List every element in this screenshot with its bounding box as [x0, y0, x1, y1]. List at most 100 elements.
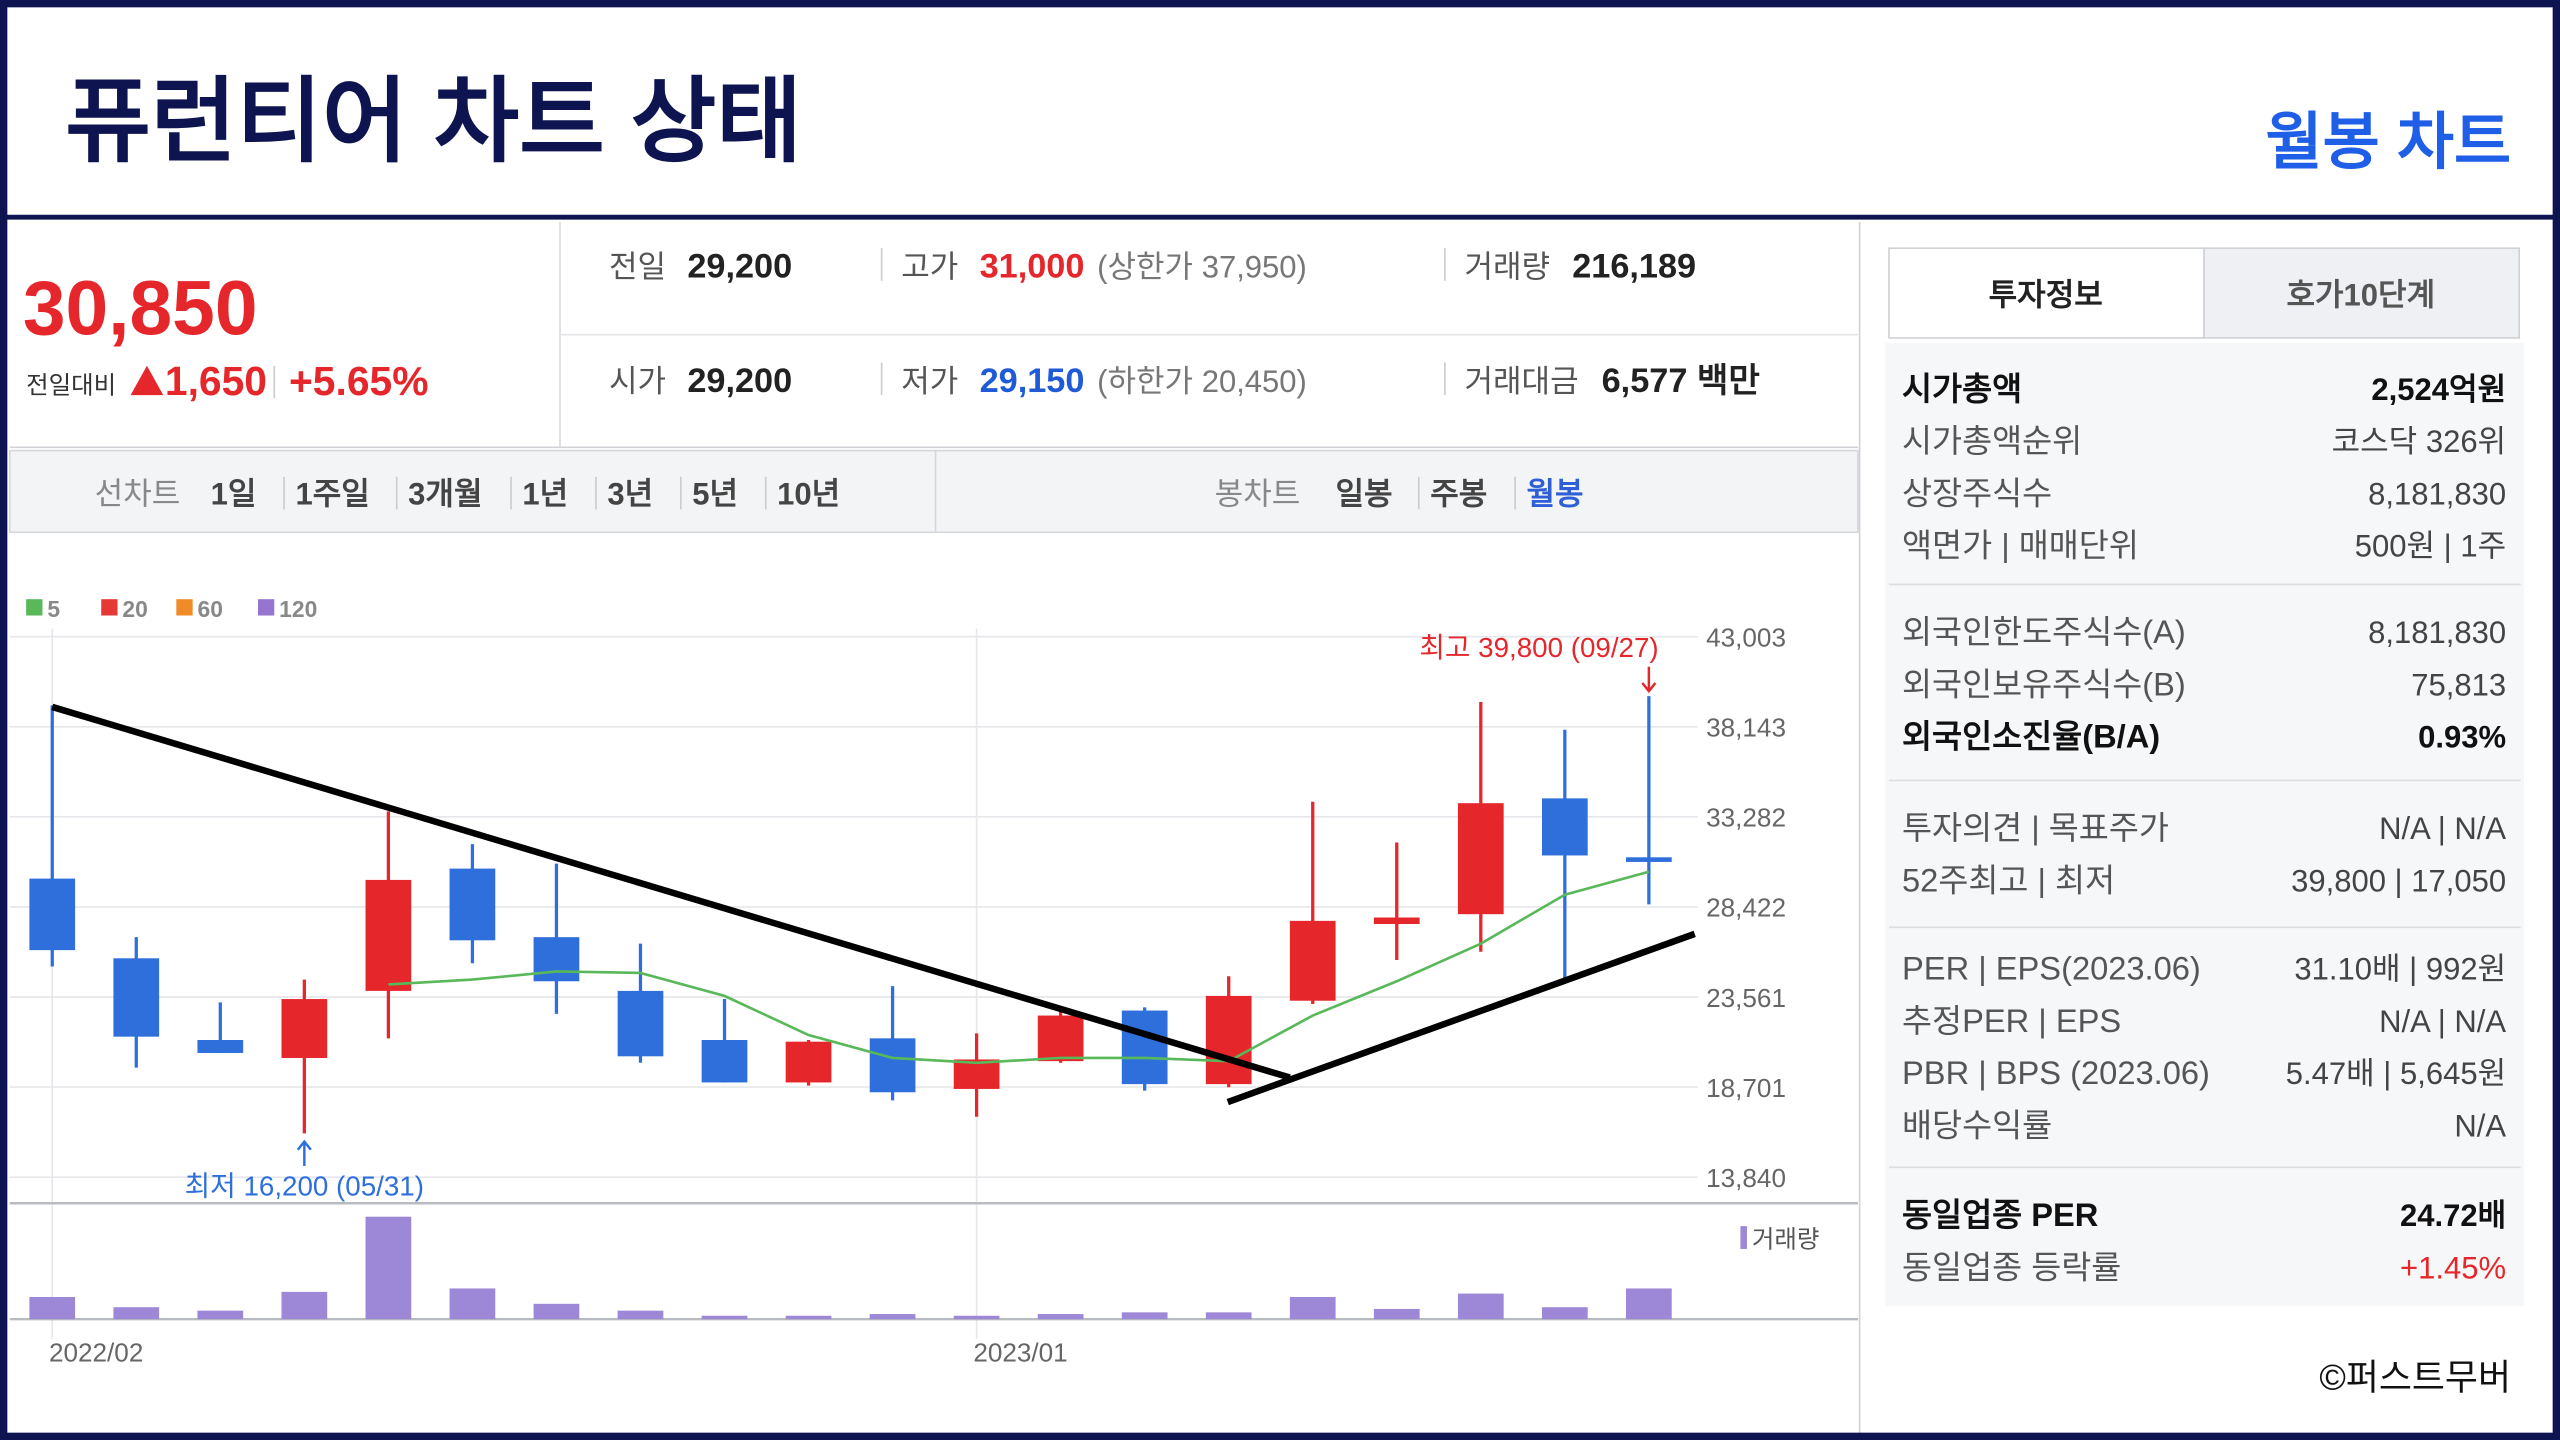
- info-background: [1885, 342, 2525, 1307]
- y-tick-label: 33,282: [1706, 803, 1786, 833]
- max-annotation: 최고 39,800 (09/27): [1419, 632, 1658, 663]
- period-tab[interactable]: 1년: [522, 476, 568, 511]
- info-value: +1.45%: [2400, 1250, 2506, 1285]
- field-value: 216,189: [1572, 248, 1696, 286]
- field-value: 31,000: [980, 248, 1085, 286]
- legend-swatch: [101, 599, 118, 616]
- period-tab[interactable]: 1주일: [296, 476, 370, 511]
- field-value: 29,150: [980, 362, 1085, 400]
- info-value: N/A: [2454, 1108, 2506, 1143]
- legend-swatch: [26, 599, 43, 616]
- volume-bar: [785, 1315, 832, 1320]
- candle-body: [113, 958, 160, 1037]
- y-tick-label: 23,561: [1706, 983, 1786, 1013]
- info-label: 배당수익률: [1902, 1106, 2052, 1143]
- legend-label: 60: [198, 596, 223, 622]
- info-tab-label: 호가10단계: [2286, 277, 2435, 312]
- field-label: 저가: [901, 364, 958, 399]
- info-value: 24.72배: [2400, 1198, 2506, 1233]
- info-value: 5.47배 | 5,645원: [2286, 1056, 2506, 1091]
- field-value: 29,200: [687, 248, 792, 286]
- y-tick-label: 28,422: [1706, 893, 1786, 923]
- field-note: (하한가 20,450): [1097, 364, 1307, 399]
- candle-body: [1205, 995, 1252, 1085]
- candle-body: [953, 1059, 1000, 1089]
- info-label: 시가총액순위: [1902, 422, 2082, 459]
- period-tab[interactable]: 5년: [692, 476, 738, 511]
- period-tab[interactable]: 3개월: [408, 476, 482, 511]
- volume-bar: [617, 1310, 664, 1320]
- volume-bar: [29, 1296, 76, 1320]
- price: 30,850: [23, 267, 258, 352]
- info-value: 0.93%: [2418, 720, 2506, 755]
- info-value: N/A | N/A: [2379, 1004, 2506, 1039]
- y-tick-label: 43,003: [1706, 623, 1786, 653]
- candle-body: [197, 1040, 244, 1053]
- volume-bar: [1626, 1288, 1672, 1320]
- y-tick-label: 18,701: [1706, 1073, 1786, 1103]
- up-triangle: [130, 365, 164, 396]
- info-label: 시가총액: [1902, 370, 2022, 407]
- info-tab[interactable]: [2203, 247, 2520, 339]
- field-note: (상한가 37,950): [1097, 250, 1307, 285]
- volume-bar: [1457, 1293, 1504, 1320]
- info-value: 31.10배 | 992원: [2294, 952, 2506, 987]
- candle-body: [533, 937, 580, 982]
- min-arrow: [296, 1139, 312, 1167]
- volume-bar: [1289, 1296, 1336, 1320]
- y-tick-label: 13,840: [1706, 1163, 1786, 1193]
- period-tabs: 1일 1주일 3개월 1년 3년 5년 10년 일봉 주봉 월봉: [211, 476, 1584, 511]
- candle-body: [1457, 803, 1504, 915]
- info-value: 2,524억원: [2371, 372, 2506, 407]
- volume-bar: [449, 1288, 496, 1320]
- volume-bar: [1373, 1308, 1420, 1320]
- candle-tab[interactable]: 월봉: [1527, 476, 1584, 511]
- field-value: 6,577 백만: [1602, 362, 1760, 400]
- period-tab[interactable]: 3년: [607, 476, 653, 511]
- candle-body: [1037, 1015, 1084, 1062]
- volume-bar: [1121, 1312, 1168, 1320]
- info-label: PER | EPS(2023.06): [1902, 950, 2201, 987]
- trend-line: [1226, 930, 1696, 1106]
- change-label: 전일대비: [26, 371, 116, 399]
- min-annotation: 최저 16,200 (05/31): [185, 1170, 424, 1201]
- trend-line: [51, 703, 1291, 1081]
- info-label: 외국인한도주식수(A): [1902, 613, 2186, 650]
- info-label: 동일업종 PER: [1902, 1196, 2098, 1233]
- page-subtitle: 월봉 차트: [2266, 108, 2512, 177]
- volume-bar: [953, 1315, 1000, 1320]
- legend-label: 20: [122, 596, 147, 622]
- info-tab[interactable]: [1888, 247, 2205, 339]
- x-tick-label: 2022/02: [49, 1338, 143, 1368]
- field-label: 고가: [901, 250, 958, 285]
- volume-bar: [197, 1310, 244, 1320]
- candle-body: [617, 990, 664, 1057]
- period-tab[interactable]: 1일: [211, 476, 257, 511]
- legend-label: 120: [279, 596, 317, 622]
- info-value: N/A | N/A: [2379, 811, 2506, 846]
- candle-body: [1121, 1010, 1168, 1085]
- legend-label: 5: [47, 596, 60, 622]
- candle-tab[interactable]: 주봉: [1430, 476, 1487, 511]
- max-arrow: [1641, 666, 1657, 694]
- credit: ©퍼스트무버: [2319, 1356, 2511, 1397]
- candle-body: [449, 868, 496, 941]
- info-label: 액면가 | 매매단위: [1902, 527, 2139, 564]
- period-tab[interactable]: 10년: [777, 476, 840, 511]
- period-bar: [8, 449, 1859, 534]
- volume-bar: [281, 1291, 328, 1320]
- info-value: 8,181,830: [2368, 615, 2506, 650]
- candle-body: [365, 879, 412, 991]
- info-value: 코스닥 326위: [2332, 424, 2507, 459]
- candle-body: [785, 1041, 832, 1083]
- volume-bar: [113, 1307, 160, 1320]
- candle-body: [1626, 857, 1672, 862]
- candle-body: [29, 878, 76, 951]
- info-value: 39,800 | 17,050: [2291, 863, 2506, 898]
- change: 1,650: [165, 358, 267, 404]
- candle-tab[interactable]: 일봉: [1336, 476, 1393, 511]
- volume-bar: [1037, 1314, 1084, 1320]
